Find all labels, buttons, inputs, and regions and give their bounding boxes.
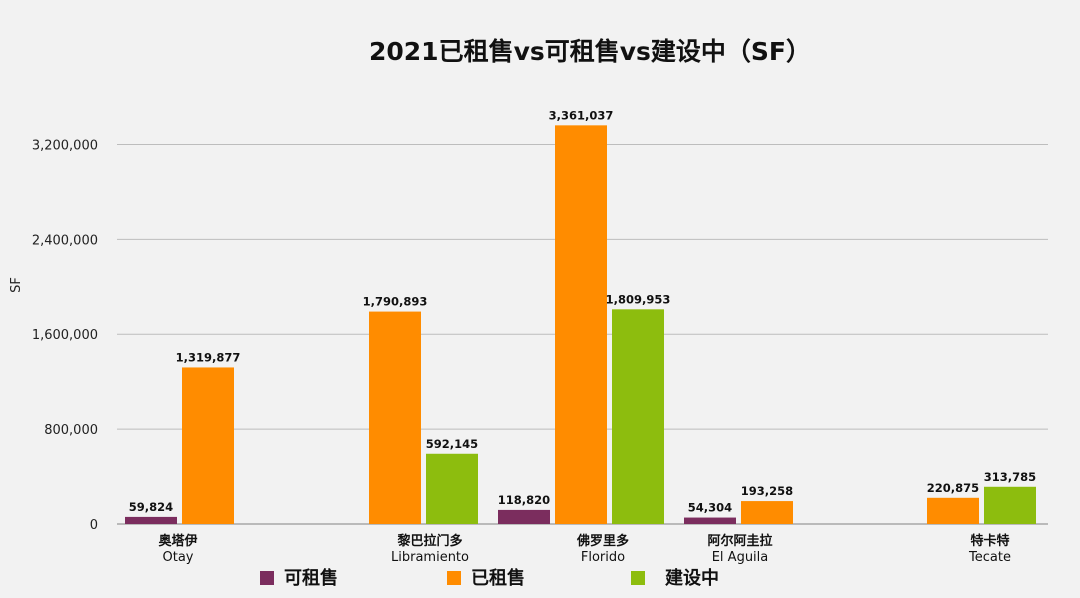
x-category-label-en: Florido <box>581 550 625 565</box>
bar-construction <box>426 453 478 524</box>
data-label: 1,790,893 <box>363 295 428 309</box>
legend-swatch <box>631 571 645 585</box>
x-category-label-zh: 阿尔阿圭拉 <box>707 533 772 549</box>
data-label: 220,875 <box>927 481 979 495</box>
bars <box>125 125 1036 525</box>
data-label: 59,824 <box>129 500 173 514</box>
bar-leased <box>182 367 234 524</box>
data-label: 54,304 <box>688 501 732 515</box>
data-label: 118,820 <box>498 493 550 507</box>
legend-label: 可租售 <box>284 567 338 589</box>
x-category-label-zh: 黎巴拉门多 <box>397 533 462 549</box>
x-category-label-zh: 佛罗里多 <box>576 533 629 549</box>
y-tick-label: 800,000 <box>44 423 98 438</box>
data-label: 1,809,953 <box>606 292 671 306</box>
bar-available <box>125 516 177 524</box>
y-axis-label: SF <box>9 277 24 293</box>
x-category-label-zh: 奥塔伊 <box>158 533 197 549</box>
legend-label: 已租售 <box>471 567 525 589</box>
data-label: 1,319,877 <box>176 350 241 364</box>
data-label: 3,361,037 <box>549 108 614 122</box>
data-label: 313,785 <box>984 470 1036 484</box>
y-axis-ticks: 0 800,000 1,600,000 2,400,000 3,200,000 <box>32 138 98 533</box>
bar-available <box>498 509 550 524</box>
legend: 可租售 已租售 建设中 <box>260 567 719 589</box>
legend-label: 建设中 <box>665 567 719 589</box>
data-label: 592,145 <box>426 437 478 451</box>
data-label: 193,258 <box>741 484 793 498</box>
data-labels: 59,824 118,820 54,304 1,319,877 1,790,893 3,3… <box>129 108 1036 514</box>
x-category-label-en: Libramiento <box>391 550 469 565</box>
bar-available <box>684 517 736 524</box>
bar-leased <box>927 497 979 524</box>
bar-leased <box>555 125 607 525</box>
x-category-label-en: El Aguila <box>712 550 769 565</box>
x-category-label-zh: 特卡特 <box>970 533 1009 549</box>
bar-construction <box>984 486 1036 524</box>
x-category-label-en: Tecate <box>968 550 1011 565</box>
y-tick-label: 0 <box>90 518 98 533</box>
x-category-label-en: Otay <box>163 550 194 565</box>
chart-title: 2021已租售vs可租售vs建设中（SF） <box>369 37 811 66</box>
bar-leased <box>741 501 793 524</box>
legend-swatch <box>260 571 274 585</box>
bar-construction <box>612 309 664 524</box>
y-tick-label: 2,400,000 <box>32 233 98 248</box>
y-tick-label: 3,200,000 <box>32 138 98 153</box>
y-tick-label: 1,600,000 <box>32 328 98 343</box>
legend-swatch <box>447 571 461 585</box>
bar-leased <box>369 311 421 524</box>
